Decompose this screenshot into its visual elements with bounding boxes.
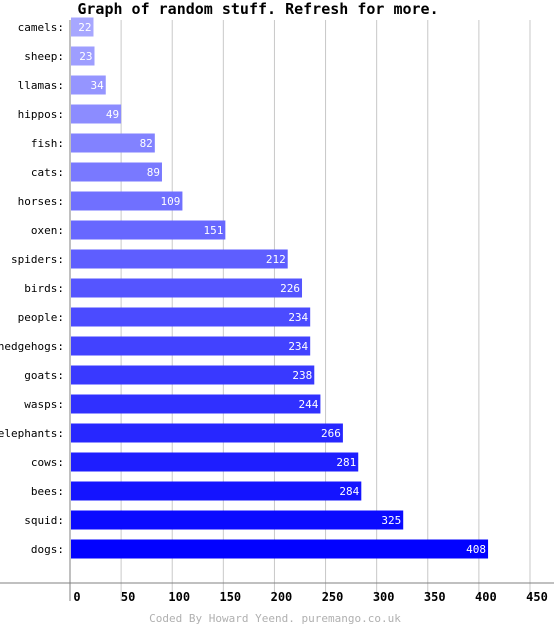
category-label: bees: bbox=[31, 485, 64, 498]
bar bbox=[71, 162, 162, 182]
category-label: spiders: bbox=[11, 253, 64, 266]
bar bbox=[71, 46, 95, 66]
x-tick-label: 200 bbox=[271, 590, 293, 604]
bar bbox=[71, 539, 489, 559]
bar-value-label: 281 bbox=[336, 456, 356, 469]
bar-value-label: 226 bbox=[280, 282, 300, 295]
bar bbox=[71, 510, 404, 530]
category-label: fish: bbox=[31, 137, 64, 150]
x-tick-label: 450 bbox=[526, 590, 548, 604]
category-label: llamas: bbox=[18, 79, 64, 92]
bar bbox=[71, 336, 311, 356]
bar-value-label: 89 bbox=[147, 166, 160, 179]
category-label: cats: bbox=[31, 166, 64, 179]
x-tick-label: 0 bbox=[73, 590, 80, 604]
bar-value-label: 23 bbox=[79, 50, 92, 63]
x-tick-label: 300 bbox=[373, 590, 395, 604]
bar-value-label: 34 bbox=[91, 79, 105, 92]
category-label: oxen: bbox=[31, 224, 64, 237]
category-label: sheep: bbox=[24, 50, 64, 63]
bar-value-label: 234 bbox=[288, 340, 308, 353]
bar bbox=[71, 423, 343, 443]
bar-value-label: 408 bbox=[466, 543, 486, 556]
bar-value-label: 49 bbox=[106, 108, 119, 121]
category-label: dogs: bbox=[31, 543, 64, 556]
category-label: cows: bbox=[31, 456, 64, 469]
category-label: hippos: bbox=[18, 108, 64, 121]
chart-title: Graph of random stuff. Refresh for more. bbox=[77, 0, 438, 18]
bar-value-label: 82 bbox=[140, 137, 153, 150]
x-axis: 0 50 100 150 200 250 300 350 400 450 bbox=[0, 582, 554, 604]
bar bbox=[71, 75, 106, 95]
bar-value-label: 284 bbox=[339, 485, 359, 498]
bar bbox=[71, 104, 122, 124]
category-label: squid: bbox=[24, 514, 64, 527]
bars: 22 23 34 49 82 89 109 151 212 226 234 234 238 244 266 2… bbox=[71, 17, 489, 559]
x-tick-label: 250 bbox=[322, 590, 344, 604]
category-label: people: bbox=[18, 311, 64, 324]
bar bbox=[71, 249, 288, 269]
bar-value-label: 109 bbox=[161, 195, 181, 208]
bar bbox=[71, 365, 315, 385]
bar bbox=[71, 452, 359, 472]
bar bbox=[71, 133, 155, 153]
bar-value-label: 234 bbox=[288, 311, 308, 324]
x-tick-label: 100 bbox=[168, 590, 190, 604]
category-label: wasps: bbox=[24, 398, 64, 411]
bar bbox=[71, 481, 362, 501]
bar-value-label: 22 bbox=[78, 21, 91, 34]
bar-value-label: 325 bbox=[381, 514, 401, 527]
bar-value-label: 244 bbox=[299, 398, 319, 411]
bar bbox=[71, 17, 94, 37]
bar-value-label: 151 bbox=[203, 224, 223, 237]
category-labels: camels: sheep: llamas: hippos: fish: cats: hor… bbox=[0, 21, 64, 556]
category-label: hedgehogs: bbox=[0, 340, 64, 353]
bar-value-label: 238 bbox=[292, 369, 312, 382]
x-tick-label: 350 bbox=[424, 590, 446, 604]
category-label: elephants: bbox=[0, 427, 64, 440]
x-tick-label: 150 bbox=[219, 590, 241, 604]
bar bbox=[71, 220, 226, 240]
category-label: camels: bbox=[18, 21, 64, 34]
bar bbox=[71, 307, 311, 327]
x-tick-label: 400 bbox=[475, 590, 497, 604]
bar bbox=[71, 278, 303, 298]
category-label: birds: bbox=[24, 282, 64, 295]
x-tick-label: 50 bbox=[121, 590, 135, 604]
bar-value-label: 212 bbox=[266, 253, 286, 266]
category-label: horses: bbox=[18, 195, 64, 208]
category-label: goats: bbox=[24, 369, 64, 382]
credit-text: Coded By Howard Yeend. puremango.co.uk bbox=[149, 612, 401, 625]
bar bbox=[71, 394, 321, 414]
bar-value-label: 266 bbox=[321, 427, 341, 440]
bar bbox=[71, 191, 183, 211]
